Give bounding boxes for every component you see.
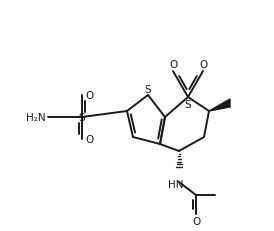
Text: HN: HN xyxy=(168,179,184,189)
Text: O: O xyxy=(169,60,177,70)
Text: S: S xyxy=(145,85,151,94)
Polygon shape xyxy=(209,100,230,112)
Text: O: O xyxy=(192,216,200,226)
Text: O: O xyxy=(199,60,207,70)
Text: S: S xyxy=(79,112,85,122)
Text: S: S xyxy=(185,100,191,109)
Text: H₂N: H₂N xyxy=(26,112,46,122)
Text: O: O xyxy=(85,91,93,100)
Text: O: O xyxy=(85,134,93,144)
